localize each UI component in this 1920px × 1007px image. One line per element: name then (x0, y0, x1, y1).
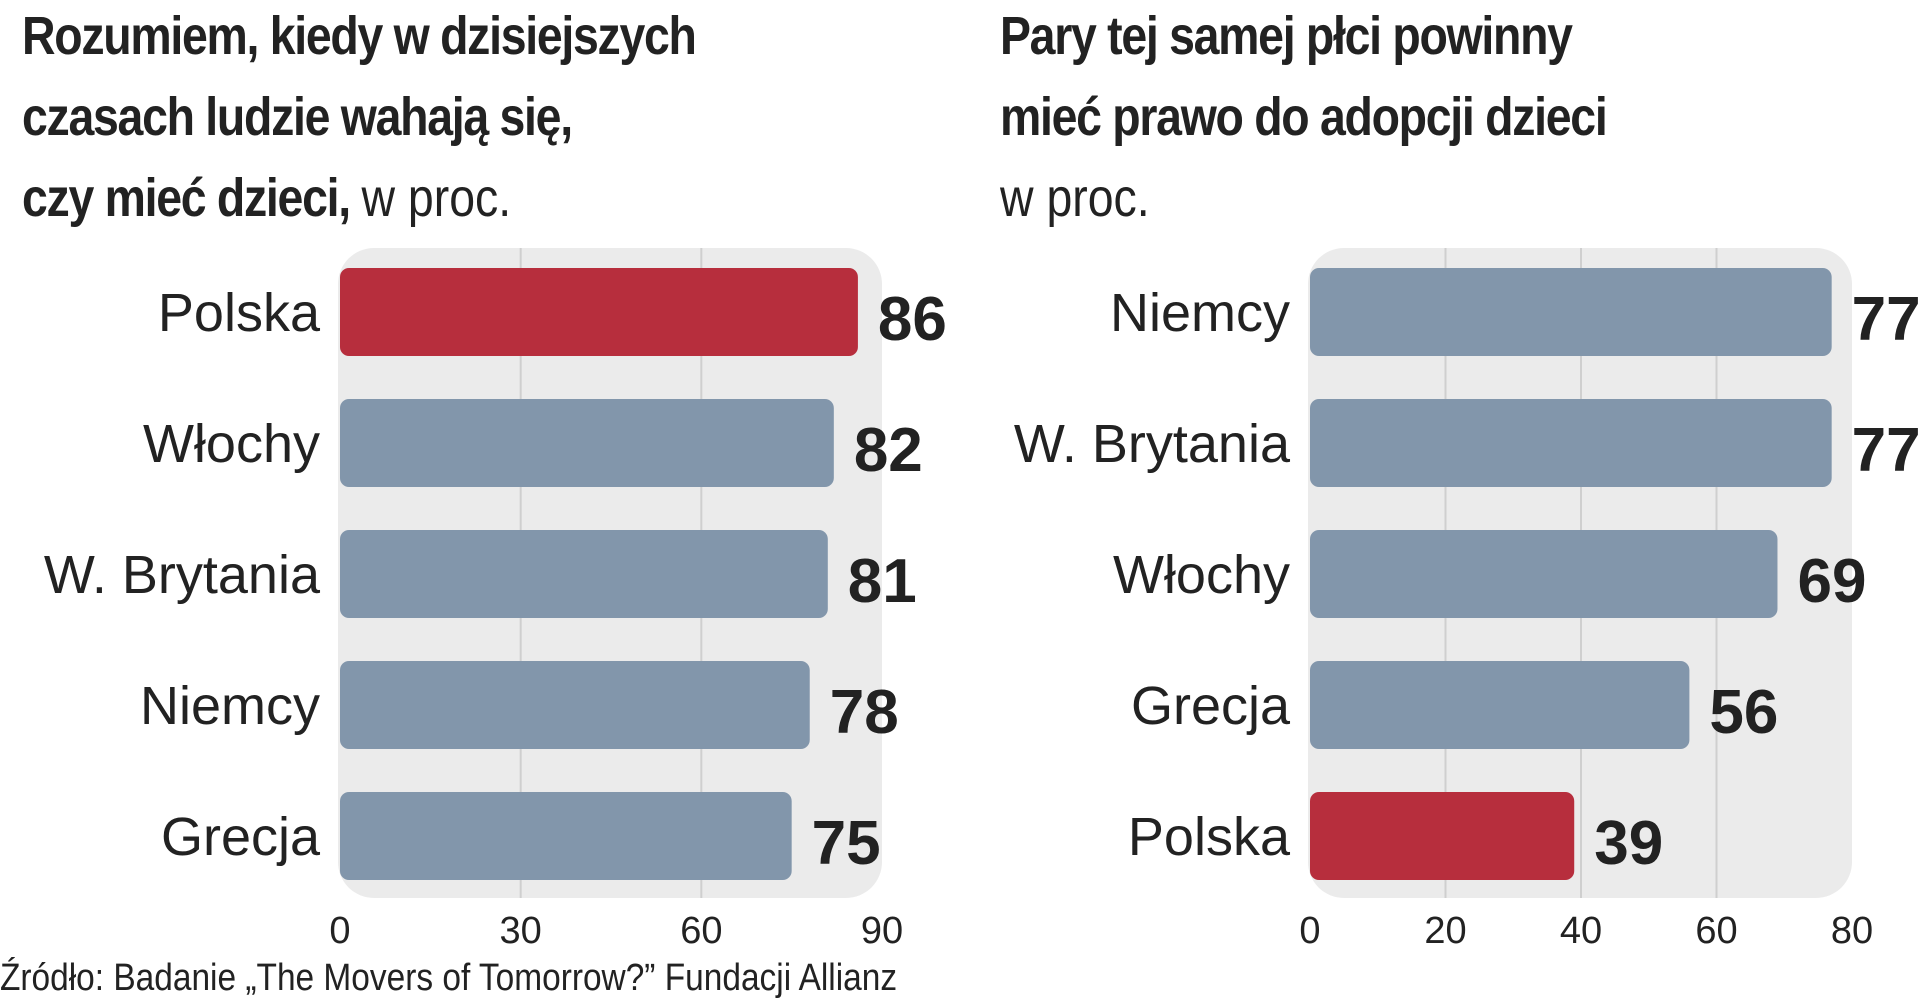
category-label: Włochy (1113, 545, 1290, 605)
bar (1310, 661, 1690, 749)
category-label: W. Brytania (1014, 414, 1291, 474)
bar (1310, 792, 1575, 880)
bar (1310, 399, 1832, 487)
value-label: 75 (812, 809, 881, 878)
category-label: Grecja (161, 807, 321, 867)
x-tick-label: 80 (1831, 910, 1873, 952)
title-line-text: czy mieć dzieci, (22, 168, 351, 228)
value-label: 81 (848, 547, 917, 616)
x-tick-label: 60 (1695, 910, 1737, 952)
bar (1310, 530, 1778, 618)
bar (340, 661, 810, 749)
source-note: Źródło: Badanie „The Movers of Tomorrow?… (0, 957, 898, 999)
category-label: Niemcy (140, 676, 320, 736)
bar (1310, 268, 1832, 356)
category-label: Niemcy (1110, 283, 1290, 343)
category-label: Grecja (1131, 676, 1291, 736)
unit-label: w proc. (1000, 168, 1150, 228)
chart-left-title: Rozumiem, kiedy w dzisiejszych czasach l… (22, 0, 697, 239)
value-label: 56 (1709, 678, 1778, 747)
value-label: 78 (830, 678, 899, 747)
x-tick-label: 40 (1560, 910, 1602, 952)
x-tick-label: 30 (500, 910, 542, 952)
x-tick-label: 0 (329, 910, 350, 952)
bar (340, 530, 828, 618)
title-line: czy mieć dzieci, w proc. (22, 158, 696, 239)
title-line: czasach ludzie wahają się, (22, 87, 573, 147)
bar (340, 268, 858, 356)
x-tick-label: 60 (680, 910, 722, 952)
title-line: mieć prawo do adopcji dzieci (1000, 87, 1608, 147)
x-tick-label: 0 (1299, 910, 1320, 952)
value-label: 39 (1594, 809, 1663, 878)
bar (340, 399, 834, 487)
category-label: W. Brytania (44, 545, 321, 605)
unit-label: w proc. (361, 168, 512, 228)
category-label: Włochy (143, 414, 320, 474)
category-label: Polska (1128, 807, 1291, 867)
category-label: Polska (158, 283, 321, 343)
value-label: 86 (878, 285, 947, 354)
x-tick-label: 20 (1424, 910, 1466, 952)
value-label: 69 (1797, 547, 1866, 616)
title-line: Pary tej samej płci powinny (1000, 6, 1573, 66)
bar (340, 792, 792, 880)
value-label: 77 (1852, 285, 1920, 354)
value-label: 77 (1852, 416, 1920, 485)
value-label: 82 (854, 416, 923, 485)
x-tick-label: 90 (861, 910, 903, 952)
title-line: Rozumiem, kiedy w dzisiejszych (22, 6, 697, 66)
chart-right-title: Pary tej samej płci powinny mieć prawo d… (1000, 0, 1608, 239)
